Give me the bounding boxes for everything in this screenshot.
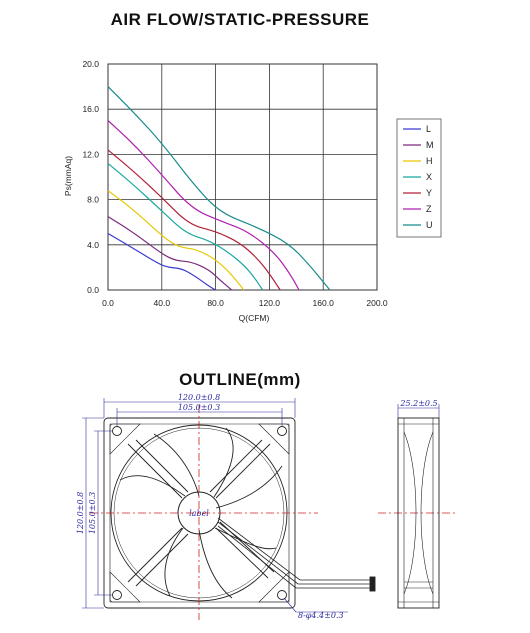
chart-curves bbox=[107, 86, 331, 291]
legend-label-y: Y bbox=[426, 188, 432, 198]
blade-1 bbox=[213, 427, 234, 498]
y-tick-label: 8.0 bbox=[87, 195, 99, 205]
spoke-br bbox=[215, 521, 275, 579]
fan-side-view bbox=[397, 417, 440, 609]
spoke-tl bbox=[127, 439, 189, 499]
legend-label-x: X bbox=[426, 172, 432, 182]
series-line-x bbox=[107, 162, 264, 291]
legend-label-l: L bbox=[426, 124, 431, 134]
y-tick-label: 20.0 bbox=[82, 59, 99, 69]
legend-box bbox=[396, 118, 442, 238]
y-tick-label: 12.0 bbox=[82, 149, 99, 159]
outline-title: OUTLINE(mm) bbox=[179, 370, 301, 389]
corner-flange-tl bbox=[109, 423, 141, 455]
x-tick-label: 80.0 bbox=[207, 298, 224, 308]
legend-label-u: U bbox=[426, 220, 433, 230]
x-tick-label: 160.0 bbox=[313, 298, 335, 308]
x-tick-label: 0.0 bbox=[102, 298, 114, 308]
dim-outer-width: 120.0±0.8 bbox=[178, 393, 220, 402]
fan-wire-1 bbox=[217, 517, 372, 581]
legend-label-h: H bbox=[426, 156, 433, 166]
y-tick-label: 16.0 bbox=[82, 104, 99, 114]
corner-flange-bl bbox=[109, 571, 141, 603]
series-line-h bbox=[107, 190, 245, 291]
y-tick-label: 4.0 bbox=[87, 240, 99, 250]
legend-label-m: M bbox=[426, 140, 434, 150]
pq-chart: 0.0 40.0 80.0 120.0 160.0 200.0 0.0 4.0 8.0 12.0 1… bbox=[63, 59, 388, 323]
y-axis-label: Ps(mmAq) bbox=[63, 156, 73, 196]
spoke-bl bbox=[127, 527, 189, 587]
plot-frame bbox=[107, 63, 378, 291]
dim-depth: 25.2±0.5 bbox=[399, 399, 437, 408]
x-axis-label: Q(CFM) bbox=[239, 313, 270, 323]
side-frame bbox=[397, 417, 440, 609]
legend-label-z: Z bbox=[426, 204, 432, 214]
fan-connector bbox=[369, 576, 376, 592]
spoke-tr bbox=[209, 439, 271, 499]
y-tick-label: 0.0 bbox=[87, 285, 99, 295]
corner-flange-br bbox=[258, 571, 290, 603]
fan-wire-3 bbox=[217, 525, 372, 589]
blade-4 bbox=[214, 527, 277, 550]
chart-grid bbox=[107, 63, 378, 291]
x-tick-label: 200.0 bbox=[366, 298, 388, 308]
blade-6 bbox=[198, 529, 233, 599]
center-lines bbox=[90, 405, 458, 620]
dimension-lines bbox=[82, 398, 440, 613]
series-line-l bbox=[107, 232, 216, 291]
series-line-y bbox=[107, 149, 281, 291]
dim-hole-height: 105.0±0.3 bbox=[88, 492, 97, 534]
dim-outer-height: 120.0±0.8 bbox=[76, 492, 85, 534]
blade-2 bbox=[119, 475, 186, 497]
x-tick-label: 40.0 bbox=[154, 298, 171, 308]
side-venturi-left bbox=[403, 431, 417, 595]
mount-hole-tl bbox=[112, 426, 122, 436]
blade-5 bbox=[215, 465, 283, 509]
mount-hole-tr bbox=[277, 426, 287, 436]
series-line-u bbox=[107, 86, 331, 291]
side-venturi-right bbox=[420, 431, 434, 595]
series-line-m bbox=[107, 216, 233, 291]
series-line-z bbox=[107, 120, 300, 291]
corner-flange-tr bbox=[258, 423, 290, 455]
fan-wire-2 bbox=[217, 521, 372, 585]
dim-hole-width: 105.0±0.3 bbox=[178, 403, 220, 412]
chart-title: AIR FLOW/STATIC-PRESSURE bbox=[110, 10, 370, 29]
mount-hole-br bbox=[277, 590, 287, 600]
mount-hole-bl bbox=[112, 590, 122, 600]
blade-7 bbox=[153, 433, 200, 497]
chart-ticks: 0.0 40.0 80.0 120.0 160.0 200.0 0.0 4.0 8.0 12.0 1… bbox=[82, 59, 387, 308]
blade-3 bbox=[164, 527, 184, 597]
x-tick-label: 120.0 bbox=[259, 298, 281, 308]
dim-holes: 8-φ4.4±0.3 bbox=[298, 611, 344, 620]
